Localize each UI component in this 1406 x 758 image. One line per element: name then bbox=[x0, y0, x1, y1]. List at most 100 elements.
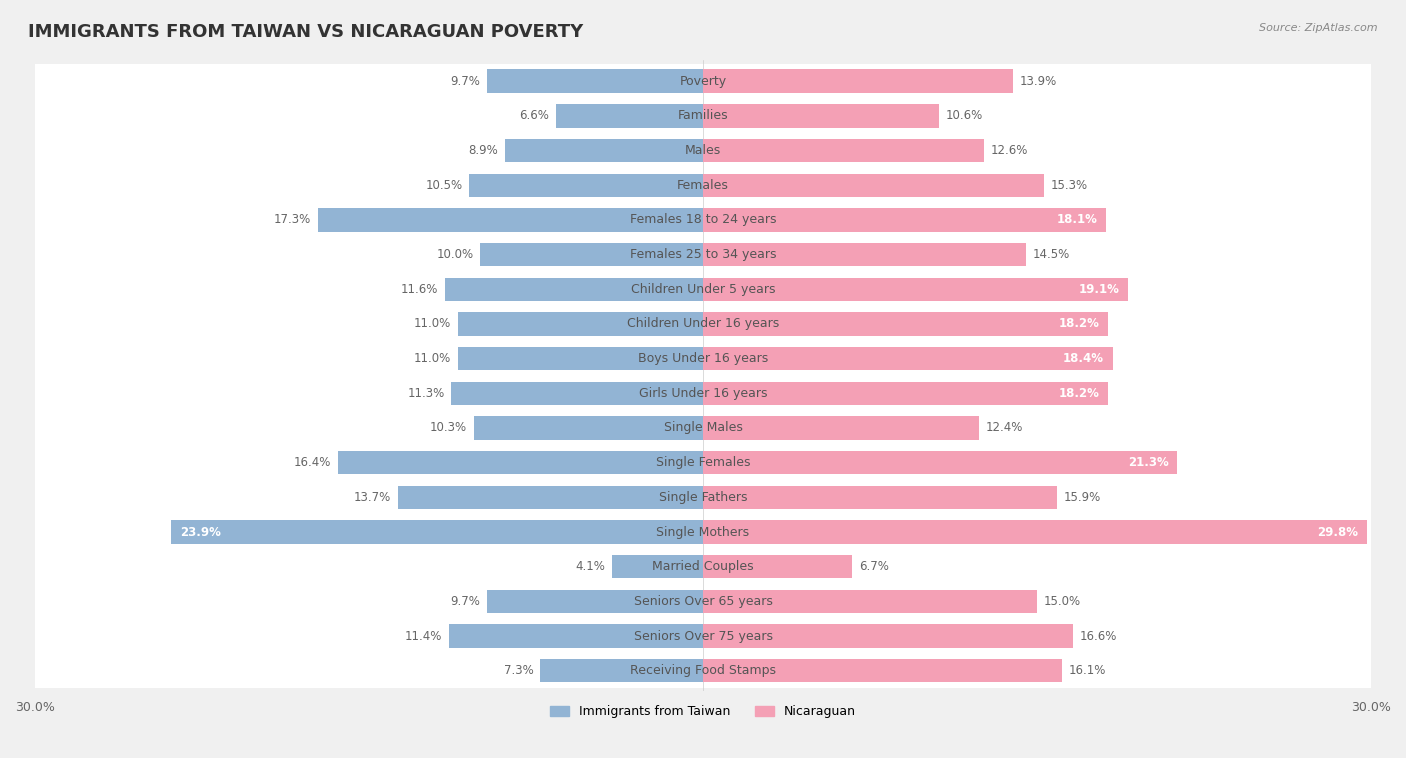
Bar bbox=[703, 590, 1038, 613]
Bar bbox=[474, 416, 703, 440]
Bar bbox=[35, 619, 1371, 653]
Text: 10.0%: 10.0% bbox=[436, 248, 474, 262]
Text: Single Females: Single Females bbox=[655, 456, 751, 469]
Bar bbox=[703, 243, 1026, 266]
Bar bbox=[444, 277, 703, 301]
Bar bbox=[486, 70, 703, 93]
Bar bbox=[703, 555, 852, 578]
Text: Poverty: Poverty bbox=[679, 75, 727, 88]
Text: Families: Families bbox=[678, 109, 728, 123]
Bar bbox=[703, 659, 1062, 682]
Bar bbox=[398, 486, 703, 509]
Text: 11.6%: 11.6% bbox=[401, 283, 439, 296]
Text: 9.7%: 9.7% bbox=[450, 595, 481, 608]
Bar bbox=[318, 208, 703, 232]
Text: Receiving Food Stamps: Receiving Food Stamps bbox=[630, 664, 776, 677]
Text: 10.6%: 10.6% bbox=[946, 109, 983, 123]
Text: 10.3%: 10.3% bbox=[430, 421, 467, 434]
Text: 14.5%: 14.5% bbox=[1032, 248, 1070, 262]
Text: Children Under 5 years: Children Under 5 years bbox=[631, 283, 775, 296]
Bar bbox=[35, 376, 1371, 411]
Text: 19.1%: 19.1% bbox=[1078, 283, 1119, 296]
Bar bbox=[35, 168, 1371, 202]
Text: 11.0%: 11.0% bbox=[415, 318, 451, 330]
Bar bbox=[35, 272, 1371, 307]
Text: 18.1%: 18.1% bbox=[1056, 214, 1097, 227]
Text: 9.7%: 9.7% bbox=[450, 75, 481, 88]
Bar bbox=[35, 480, 1371, 515]
Bar bbox=[703, 70, 1012, 93]
Text: 6.7%: 6.7% bbox=[859, 560, 889, 573]
Text: Single Males: Single Males bbox=[664, 421, 742, 434]
Bar bbox=[35, 237, 1371, 272]
Text: IMMIGRANTS FROM TAIWAN VS NICARAGUAN POVERTY: IMMIGRANTS FROM TAIWAN VS NICARAGUAN POV… bbox=[28, 23, 583, 41]
Bar bbox=[481, 243, 703, 266]
Bar bbox=[703, 381, 1108, 405]
Text: Children Under 16 years: Children Under 16 years bbox=[627, 318, 779, 330]
Text: Seniors Over 65 years: Seniors Over 65 years bbox=[634, 595, 772, 608]
Bar bbox=[703, 139, 984, 162]
Bar bbox=[703, 208, 1107, 232]
Bar bbox=[35, 584, 1371, 619]
Text: 16.4%: 16.4% bbox=[294, 456, 330, 469]
Text: 8.9%: 8.9% bbox=[468, 144, 498, 157]
Bar bbox=[703, 174, 1043, 197]
Bar bbox=[458, 347, 703, 371]
Text: 4.1%: 4.1% bbox=[575, 560, 605, 573]
Text: Single Mothers: Single Mothers bbox=[657, 525, 749, 538]
Text: 18.2%: 18.2% bbox=[1059, 318, 1099, 330]
Bar bbox=[35, 202, 1371, 237]
Bar bbox=[337, 451, 703, 475]
Text: Seniors Over 75 years: Seniors Over 75 years bbox=[634, 629, 772, 643]
Bar bbox=[458, 312, 703, 336]
Bar bbox=[703, 451, 1177, 475]
Bar bbox=[35, 515, 1371, 550]
Text: Girls Under 16 years: Girls Under 16 years bbox=[638, 387, 768, 399]
Text: 23.9%: 23.9% bbox=[180, 525, 221, 538]
Text: 13.9%: 13.9% bbox=[1019, 75, 1056, 88]
Text: 11.4%: 11.4% bbox=[405, 629, 443, 643]
Text: 12.4%: 12.4% bbox=[986, 421, 1024, 434]
Text: Married Couples: Married Couples bbox=[652, 560, 754, 573]
Bar bbox=[35, 653, 1371, 688]
Text: 29.8%: 29.8% bbox=[1316, 525, 1358, 538]
Text: Females: Females bbox=[678, 179, 728, 192]
Bar bbox=[35, 411, 1371, 446]
Text: 18.4%: 18.4% bbox=[1063, 352, 1104, 365]
Text: Females 25 to 34 years: Females 25 to 34 years bbox=[630, 248, 776, 262]
Text: 11.0%: 11.0% bbox=[415, 352, 451, 365]
Bar bbox=[35, 550, 1371, 584]
Bar bbox=[612, 555, 703, 578]
Bar bbox=[35, 446, 1371, 480]
Text: 18.2%: 18.2% bbox=[1059, 387, 1099, 399]
Text: 16.6%: 16.6% bbox=[1080, 629, 1116, 643]
Text: 11.3%: 11.3% bbox=[408, 387, 444, 399]
Bar bbox=[35, 341, 1371, 376]
Bar bbox=[35, 99, 1371, 133]
Bar bbox=[451, 381, 703, 405]
Bar bbox=[449, 625, 703, 648]
Bar bbox=[703, 104, 939, 128]
Text: Females 18 to 24 years: Females 18 to 24 years bbox=[630, 214, 776, 227]
Text: 15.9%: 15.9% bbox=[1064, 491, 1101, 504]
Bar bbox=[703, 486, 1057, 509]
Text: 16.1%: 16.1% bbox=[1069, 664, 1105, 677]
Text: 15.3%: 15.3% bbox=[1050, 179, 1087, 192]
Text: Boys Under 16 years: Boys Under 16 years bbox=[638, 352, 768, 365]
Bar bbox=[170, 520, 703, 543]
Text: Males: Males bbox=[685, 144, 721, 157]
Text: 13.7%: 13.7% bbox=[354, 491, 391, 504]
Bar bbox=[703, 312, 1108, 336]
Bar bbox=[703, 625, 1073, 648]
Bar bbox=[470, 174, 703, 197]
Bar bbox=[486, 590, 703, 613]
Legend: Immigrants from Taiwan, Nicaraguan: Immigrants from Taiwan, Nicaraguan bbox=[546, 700, 860, 723]
Text: Source: ZipAtlas.com: Source: ZipAtlas.com bbox=[1260, 23, 1378, 33]
Text: 12.6%: 12.6% bbox=[990, 144, 1028, 157]
Text: 10.5%: 10.5% bbox=[426, 179, 463, 192]
Bar bbox=[35, 133, 1371, 168]
Text: 6.6%: 6.6% bbox=[519, 109, 550, 123]
Text: 17.3%: 17.3% bbox=[274, 214, 311, 227]
Text: 15.0%: 15.0% bbox=[1043, 595, 1081, 608]
Bar bbox=[35, 307, 1371, 341]
